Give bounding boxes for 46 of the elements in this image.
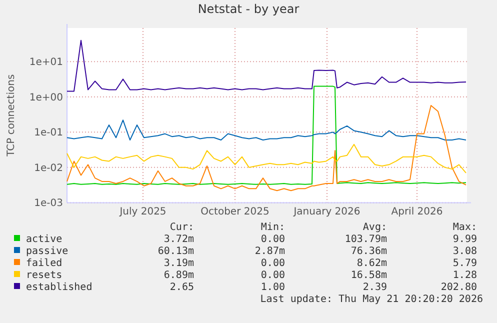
- text: Max:: [452, 222, 477, 233]
- legend-label: failed: [26, 258, 62, 269]
- y-tick-label: 1e-03: [34, 198, 63, 210]
- y-tick-label: 1e-02: [34, 162, 63, 174]
- chart-title: Netstat - by year: [198, 2, 300, 16]
- line-series: [66, 40, 466, 92]
- text: 1.00: [260, 282, 285, 293]
- text: 2.65: [170, 282, 194, 293]
- text: 2.39: [362, 282, 387, 293]
- y-tick-label: 1e+00: [29, 92, 63, 104]
- line-series: [66, 86, 466, 185]
- legend-label: resets: [26, 270, 62, 281]
- legend-label: established: [26, 282, 92, 293]
- text: Cur:: [170, 222, 194, 233]
- text: 8.62m: [356, 258, 387, 269]
- y-tick-label: 1e-01: [34, 128, 63, 139]
- legend-label: active: [26, 234, 62, 245]
- text: Min:: [260, 222, 285, 233]
- text: 60.13m: [158, 246, 194, 257]
- x-tick-label: July 2025: [118, 206, 166, 218]
- x-tick-label: October 2025: [200, 206, 270, 218]
- text: 3.19m: [164, 258, 194, 269]
- y-tick-label: 1e+01: [29, 57, 63, 68]
- text: 16.58m: [350, 270, 387, 281]
- text: 1.28: [452, 270, 477, 281]
- line-series: [66, 105, 466, 192]
- text: 76.36m: [350, 246, 387, 257]
- text: 5.79: [452, 258, 477, 269]
- text: Avg:: [362, 222, 387, 233]
- x-tick-label: April 2026: [391, 206, 443, 218]
- line-series: [66, 144, 466, 174]
- text: 0.00: [260, 270, 285, 281]
- text: 3.72m: [164, 234, 194, 245]
- text: 6.89m: [164, 270, 194, 281]
- text: 3.08: [452, 246, 477, 257]
- text: 202.80: [440, 282, 477, 293]
- x-tick-label: January 2026: [292, 206, 360, 218]
- text: 0.00: [260, 234, 285, 245]
- text: 2.87m: [254, 246, 285, 257]
- text: 103.79m: [344, 234, 387, 245]
- text: 9.99: [452, 234, 477, 245]
- text: Last update: Thu May 21 20:20:20 2026: [260, 294, 483, 305]
- y-axis-title: TCP connections: [6, 74, 17, 158]
- legend-label: passive: [26, 246, 68, 257]
- line-series: [66, 120, 466, 140]
- text: 0.00: [260, 258, 285, 269]
